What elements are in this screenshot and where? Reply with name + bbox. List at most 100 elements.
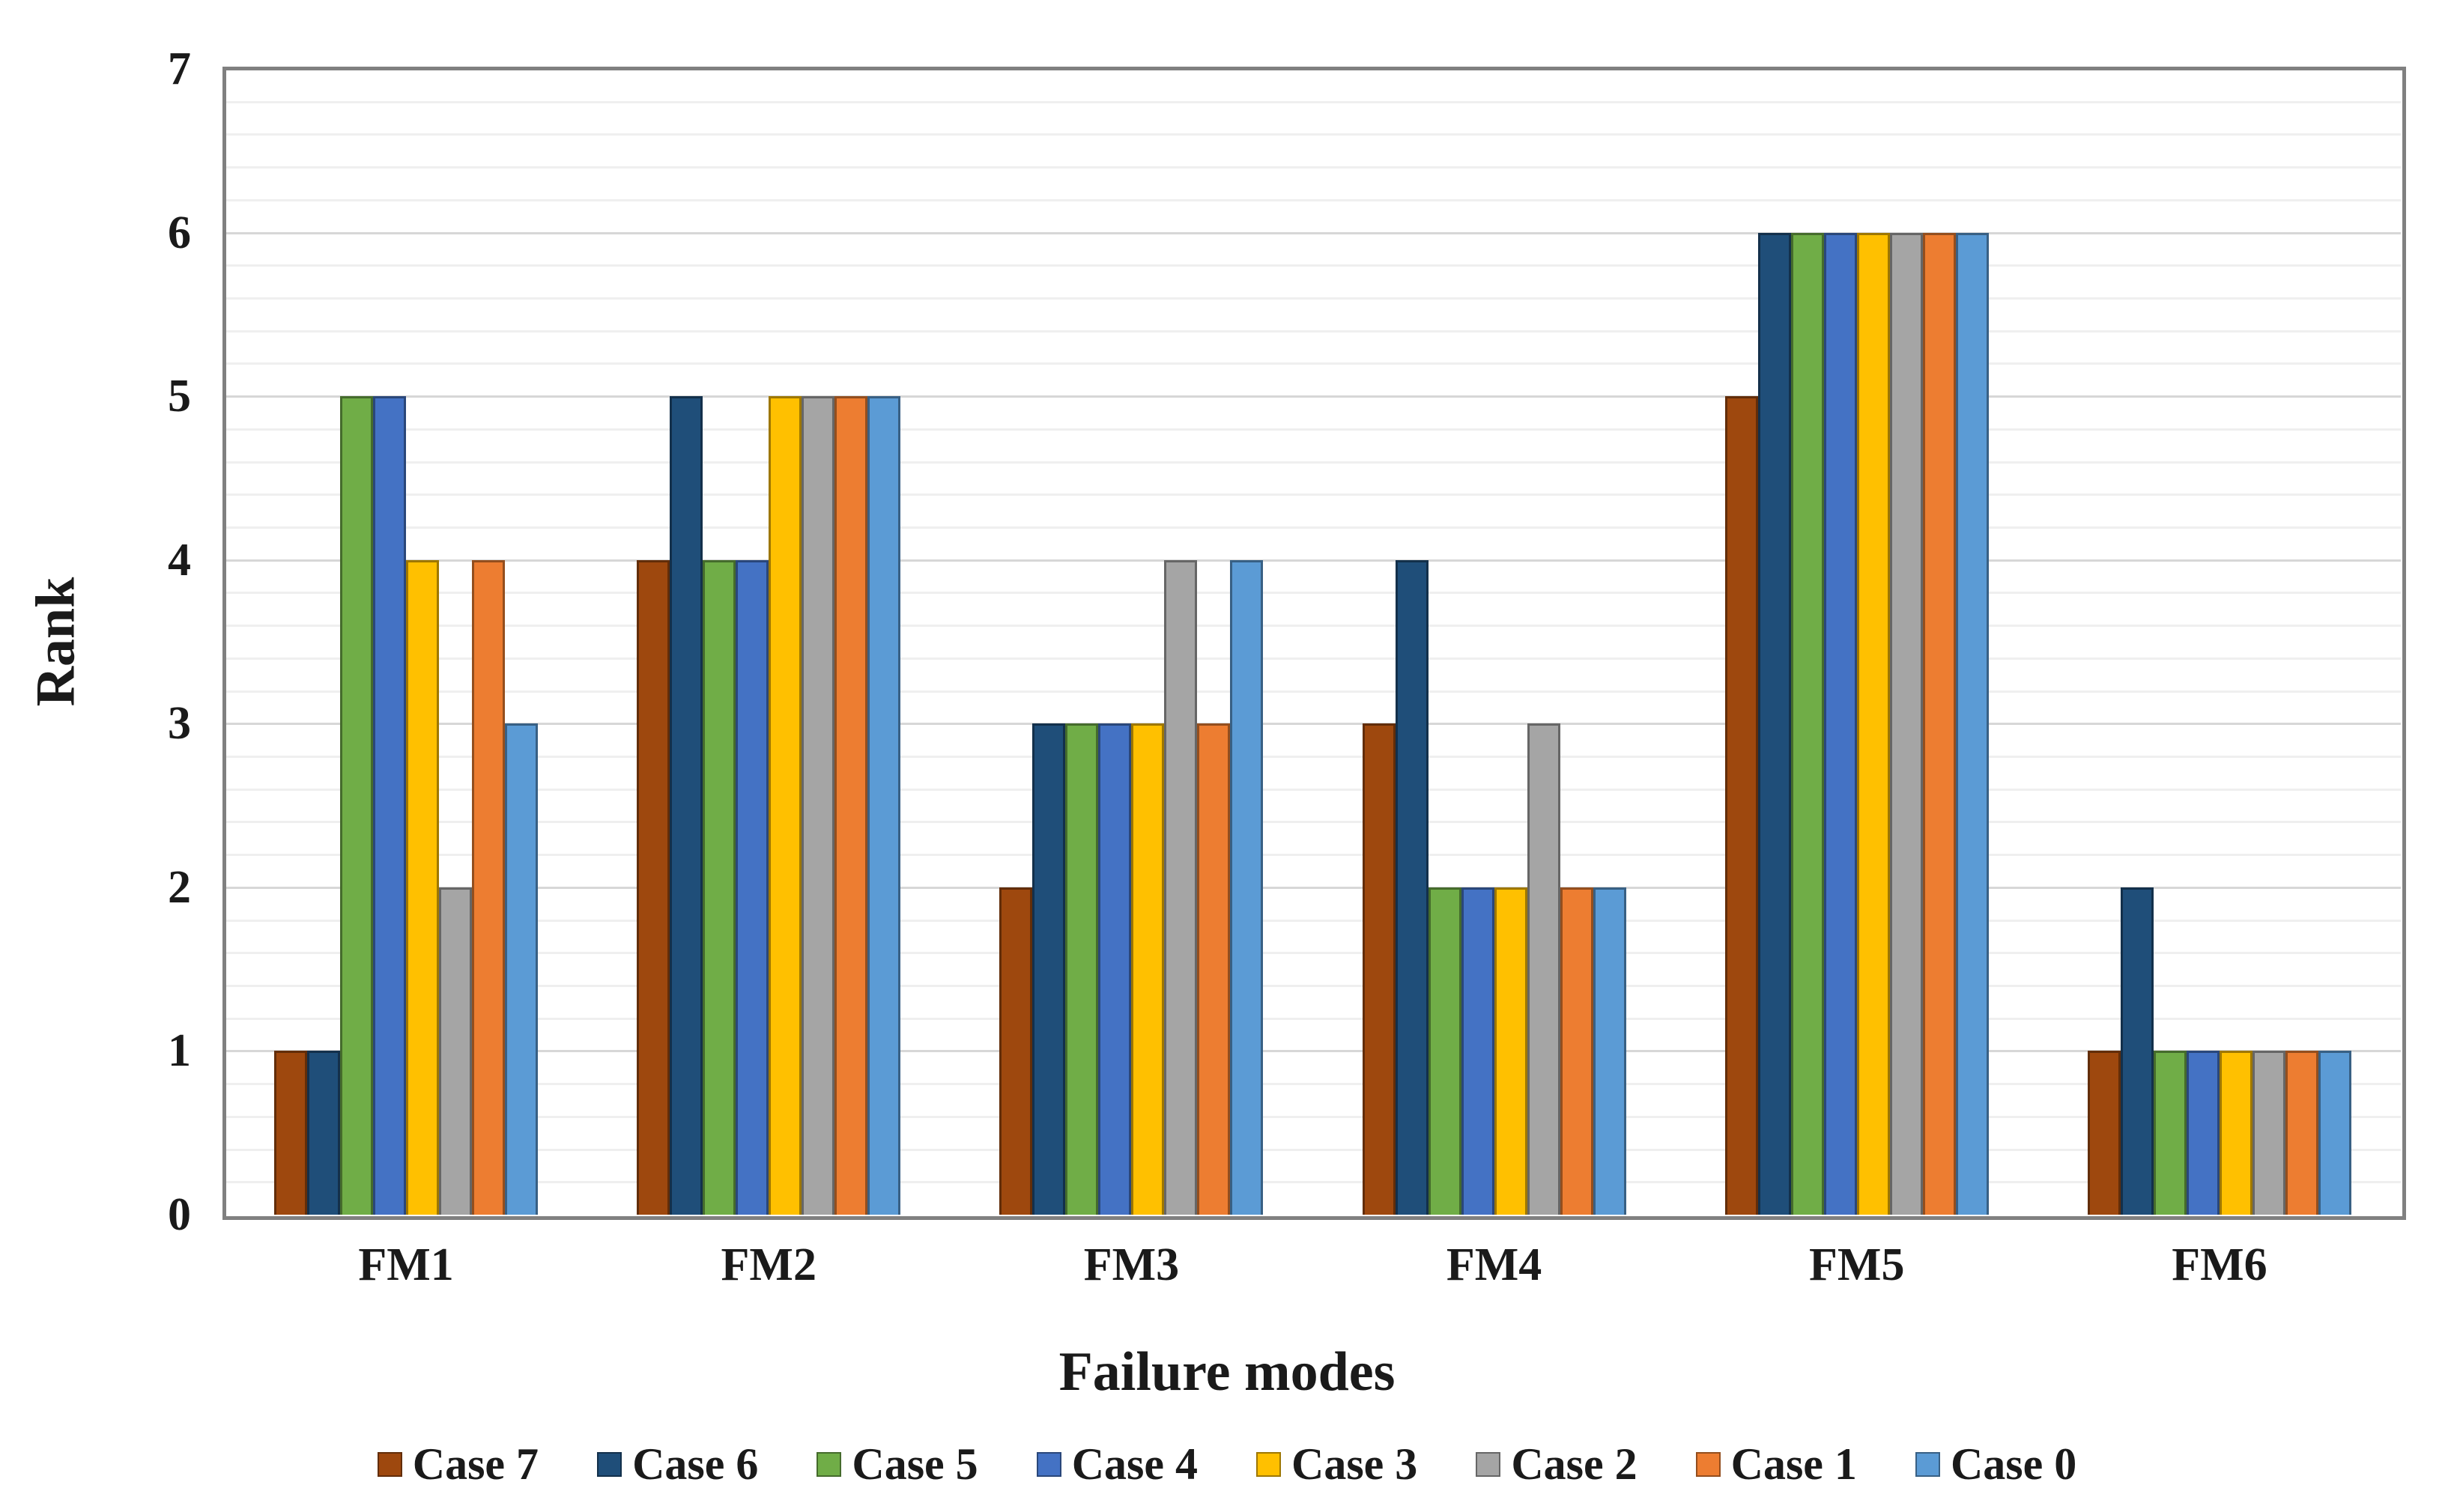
gridline-major	[225, 395, 2401, 398]
y-tick-label-4: 4	[168, 534, 191, 586]
bar-fm3-case-5	[1065, 723, 1099, 1215]
legend-item-case-1: Case 1	[1695, 1439, 1857, 1489]
bar-fm2-case-2	[802, 396, 835, 1215]
bar-fm3-case-0	[1230, 559, 1264, 1215]
bar-fm4-case-0	[1593, 887, 1626, 1215]
gridline-minor	[225, 657, 2401, 660]
bar-fm4-case-7	[1362, 723, 1396, 1215]
legend: Case 7 Case 6 Case 5 Case 4 Case 3 Case 2 Case…	[0, 1442, 2454, 1487]
bar-fm5-case-7	[1724, 396, 1758, 1215]
legend-item-case-4: Case 4	[1036, 1439, 1198, 1489]
gridline-minor	[225, 1017, 2401, 1020]
legend-label: Case 1	[1730, 1439, 1857, 1489]
x-category-label-fm1: FM1	[358, 1239, 454, 1290]
bar-fm3-case-6	[1032, 723, 1066, 1215]
bar-fm6-case-1	[2285, 1051, 2318, 1215]
bar-fm6-case-2	[2252, 1051, 2285, 1215]
gridline-minor	[225, 952, 2401, 955]
bar-fm5-case-0	[1955, 232, 1989, 1215]
bar-fm2-case-1	[834, 396, 868, 1215]
x-category-label-fm5: FM5	[1809, 1239, 1905, 1290]
bar-fm4-case-5	[1428, 887, 1461, 1215]
legend-swatch-icon	[597, 1451, 622, 1477]
gridline-minor	[225, 1083, 2401, 1086]
bar-fm2-case-5	[703, 559, 736, 1215]
gridline-minor	[225, 166, 2401, 169]
y-tick-label-6: 6	[168, 207, 191, 258]
x-category-label-fm2: FM2	[721, 1239, 817, 1290]
gridline-minor	[225, 854, 2401, 857]
x-axis-title: Failure modes	[1058, 1341, 1396, 1403]
gridline-minor	[225, 592, 2401, 595]
y-tick-label-1: 1	[168, 1025, 191, 1077]
x-category-label-fm6: FM6	[2172, 1239, 2267, 1290]
legend-item-case-6: Case 6	[597, 1442, 758, 1487]
bar-fm6-case-7	[2087, 1051, 2121, 1215]
bar-fm6-case-5	[2153, 1051, 2187, 1215]
bar-fm1-case-1	[472, 559, 506, 1215]
bar-fm6-case-0	[2318, 1051, 2351, 1215]
gridline-minor	[225, 1115, 2401, 1118]
x-category-label-fm4: FM4	[1446, 1239, 1542, 1290]
bar-fm5-case-5	[1790, 232, 1824, 1215]
legend-label: Case 4	[1071, 1439, 1198, 1489]
legend-swatch-icon	[1695, 1451, 1721, 1477]
legend-swatch-icon	[1476, 1451, 1501, 1477]
legend-item-case-7: Case 7	[377, 1439, 539, 1489]
gridline-minor	[225, 362, 2401, 365]
gridline-minor	[225, 526, 2401, 529]
legend-item-case-3: Case 3	[1256, 1442, 1417, 1487]
gridline-minor	[225, 985, 2401, 987]
gridline-minor	[225, 198, 2401, 201]
y-tick-label-7: 7	[168, 43, 191, 94]
legend-label: Case 3	[1291, 1439, 1418, 1489]
bar-fm3-case-7	[999, 887, 1033, 1215]
bar-fm4-case-4	[1461, 887, 1494, 1215]
legend-label: Case 2	[1511, 1439, 1637, 1489]
gridline-major	[225, 886, 2401, 889]
bar-fm2-case-0	[867, 396, 901, 1215]
gridline-minor	[225, 690, 2401, 693]
legend-item-case-5: Case 5	[817, 1442, 978, 1487]
gridline-minor	[225, 133, 2401, 136]
plot-area	[225, 69, 2401, 1215]
bar-fm5-case-2	[1889, 232, 1923, 1215]
gridline-major	[225, 1050, 2401, 1053]
bar-fm1-case-2	[439, 887, 473, 1215]
gridline-major	[225, 231, 2401, 234]
legend-item-case-2: Case 2	[1476, 1442, 1637, 1487]
bar-fm4-case-2	[1527, 723, 1560, 1215]
gridline-minor	[225, 1181, 2401, 1184]
legend-swatch-icon	[817, 1451, 842, 1477]
x-category-label-fm3: FM3	[1083, 1239, 1180, 1290]
bar-fm1-case-3	[406, 559, 440, 1215]
bar-fm4-case-3	[1494, 887, 1527, 1215]
gridline-minor	[225, 821, 2401, 824]
bar-fm6-case-4	[2186, 1051, 2220, 1215]
bar-fm4-case-6	[1395, 559, 1429, 1215]
bar-fm6-case-6	[2120, 887, 2154, 1215]
legend-label: Case 5	[852, 1439, 978, 1489]
y-tick-label-0: 0	[168, 1189, 191, 1240]
legend-label: Case 7	[412, 1439, 539, 1489]
bar-fm3-case-2	[1164, 559, 1198, 1215]
bar-fm6-case-3	[2219, 1051, 2252, 1215]
gridline-minor	[225, 330, 2401, 333]
bar-fm1-case-7	[274, 1051, 308, 1215]
y-axis-title: Rank	[25, 577, 87, 707]
legend-swatch-icon	[1915, 1451, 1940, 1477]
bar-fm4-case-1	[1560, 887, 1593, 1215]
bar-fm5-case-4	[1823, 232, 1857, 1215]
legend-label: Case 6	[632, 1439, 759, 1489]
bar-fm5-case-3	[1856, 232, 1890, 1215]
y-tick-label-5: 5	[168, 371, 191, 422]
gridline-minor	[225, 756, 2401, 758]
bar-fm3-case-1	[1197, 723, 1231, 1215]
y-tick-label-3: 3	[168, 698, 191, 750]
bar-fm2-case-4	[736, 559, 769, 1215]
bar-fm3-case-3	[1131, 723, 1165, 1215]
gridline-minor	[225, 494, 2401, 497]
bar-fm5-case-1	[1922, 232, 1956, 1215]
bar-fm2-case-6	[670, 396, 703, 1215]
